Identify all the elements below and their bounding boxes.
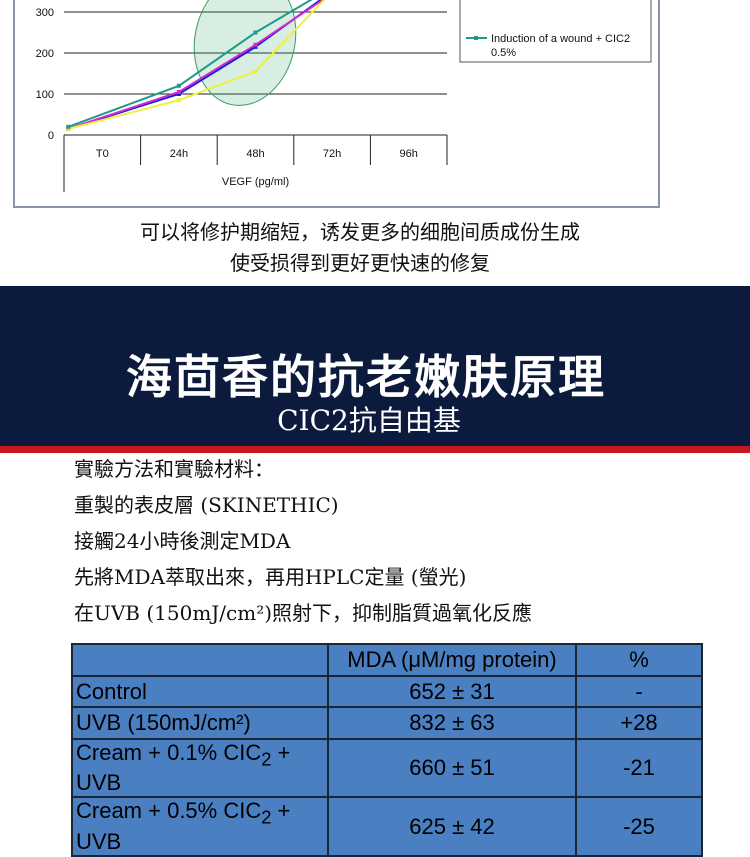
row-label: Control (71, 675, 329, 708)
caption-line-2: 使受损得到更好更快速的修复 (230, 251, 490, 275)
y-tick-label: 0 (48, 130, 54, 142)
table-row: Cream + 0.1% CIC2 + UVB 660 ± 51 -21 (71, 737, 703, 799)
x-tick-label: 24h (170, 148, 188, 160)
row-mda-value: 832 ± 63 (327, 706, 577, 740)
row-label: Cream + 0.5% CIC2 + UVB (71, 796, 329, 857)
caption-line-1: 可以将修护期缩短，诱发更多的细胞间质成份生成 (140, 220, 580, 244)
row-percent: -21 (575, 737, 703, 799)
legend-label: 0.5% (491, 47, 516, 59)
row-mda-value: 625 ± 42 (327, 796, 577, 857)
data-point (176, 92, 181, 96)
x-tick-label: 48h (246, 148, 264, 160)
row-label-subscript: 2 (261, 806, 272, 828)
row-percent: -25 (575, 796, 703, 857)
table-row: Cream + 0.5% CIC2 + UVB 625 ± 42 -25 (71, 796, 703, 857)
data-point (176, 98, 181, 103)
row-label-text: Cream + 0.1% CIC (76, 740, 262, 765)
banner-title: 海茴香的抗老嫩肤原理 (126, 350, 606, 404)
table-row: UVB (150mJ/cm²) 832 ± 63 +28 (71, 706, 703, 740)
data-point (66, 126, 71, 131)
legend-label: Induction of a wound (491, 0, 593, 1)
row-label-suffix: + UVB (76, 740, 291, 796)
row-percent: +28 (575, 706, 703, 740)
table-header-row: MDA (μM/mg protein) % (71, 643, 703, 677)
table-row: Control 652 ± 31 - (71, 675, 703, 708)
banner-red-stripe (0, 446, 750, 453)
row-mda-value: 652 ± 31 (327, 675, 577, 708)
mda-results-table: MDA (μM/mg protein) % Control 652 ± 31 -… (71, 643, 703, 857)
method-line-1: 實驗方法和實驗材料： (74, 457, 274, 481)
x-tick-label: 72h (323, 148, 341, 160)
data-point (253, 44, 258, 49)
row-label-subscript: 2 (261, 748, 272, 770)
row-label: Cream + 0.1% CIC2 + UVB (71, 737, 329, 799)
method-line-3: 接觸24小時後測定MDA (74, 529, 291, 553)
data-point (66, 124, 71, 129)
method-line-2: 重製的表皮層 (SKINETHIC) (74, 493, 339, 517)
data-point (176, 83, 181, 88)
x-tick-label: T0 (96, 148, 109, 160)
data-point (253, 42, 258, 47)
legend-box (459, 0, 652, 63)
vegf-line-chart: 0 100 200 300 T0 24h 48h 72h 96h VEGF (pg/ml) Indu… (36, 0, 652, 192)
row-percent: - (575, 675, 703, 708)
table-header-blank (71, 643, 329, 677)
y-tick-label: 100 (36, 89, 54, 101)
row-label-text: Cream + 0.5% CIC (76, 798, 262, 824)
x-tick-label: 96h (400, 148, 418, 160)
series-line (68, 0, 326, 130)
method-line-5: 在UVB (150mJ/cm²)照射下，抑制脂質過氧化反應 (74, 601, 533, 625)
chart-frame: 0 100 200 300 T0 24h 48h 72h 96h VEGF (pg/ml) Indu… (13, 0, 660, 208)
data-point (176, 89, 181, 94)
data-point (253, 69, 258, 74)
banner-subtitle: CIC2抗自由基 (277, 404, 461, 437)
table-header-percent: % (575, 643, 703, 677)
row-label: UVB (150mJ/cm²) (71, 706, 329, 740)
highlight-ellipse (193, 0, 297, 106)
row-mda-value: 660 ± 51 (327, 737, 577, 799)
method-line-4: 先將MDA萃取出來，再用HPLC定量 (螢光) (74, 565, 467, 589)
x-axis-label: VEGF (pg/ml) (222, 176, 289, 188)
legend-marker (474, 36, 478, 40)
series-line (67, 0, 325, 130)
section-banner: 海茴香的抗老嫩肤原理 CIC2抗自由基 (0, 286, 750, 446)
legend-label: Induction of a wound + CIC2 (491, 33, 630, 45)
y-tick-label: 200 (36, 48, 54, 60)
series-line (67, 0, 313, 128)
y-tick-label: 300 (36, 7, 54, 19)
data-point (253, 30, 258, 35)
table-header-mda: MDA (μM/mg protein) (327, 643, 577, 677)
